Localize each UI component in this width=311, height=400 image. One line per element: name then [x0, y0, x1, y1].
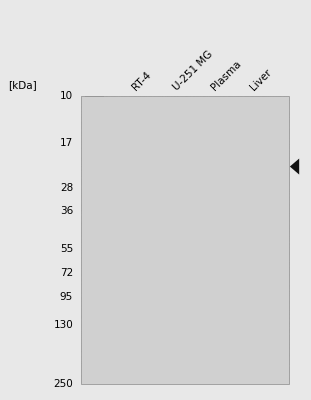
- Text: 250: 250: [53, 379, 73, 389]
- Bar: [114, 183, 160, 193]
- Bar: [85, 271, 104, 274]
- Bar: [85, 142, 104, 145]
- Bar: [119, 284, 155, 292]
- Text: 130: 130: [53, 320, 73, 330]
- Text: Plasma: Plasma: [209, 59, 243, 93]
- Text: RT-4: RT-4: [130, 70, 153, 93]
- Text: [kDa]: [kDa]: [8, 80, 36, 90]
- Bar: [85, 94, 104, 98]
- Text: 36: 36: [60, 206, 73, 216]
- Text: 72: 72: [60, 268, 73, 278]
- Bar: [231, 164, 281, 169]
- Bar: [115, 186, 159, 191]
- Text: Liver: Liver: [249, 68, 274, 93]
- Text: 95: 95: [60, 292, 73, 302]
- Bar: [85, 247, 104, 250]
- Text: 55: 55: [60, 244, 73, 254]
- Bar: [120, 286, 154, 289]
- Text: 10: 10: [60, 91, 73, 101]
- Bar: [85, 324, 104, 327]
- Bar: [85, 186, 104, 190]
- Text: U-251 MG: U-251 MG: [172, 50, 215, 93]
- Bar: [85, 296, 104, 299]
- Text: 17: 17: [60, 138, 73, 148]
- Text: 28: 28: [60, 183, 73, 193]
- Bar: [230, 162, 282, 171]
- Bar: [85, 382, 104, 386]
- Bar: [85, 209, 104, 212]
